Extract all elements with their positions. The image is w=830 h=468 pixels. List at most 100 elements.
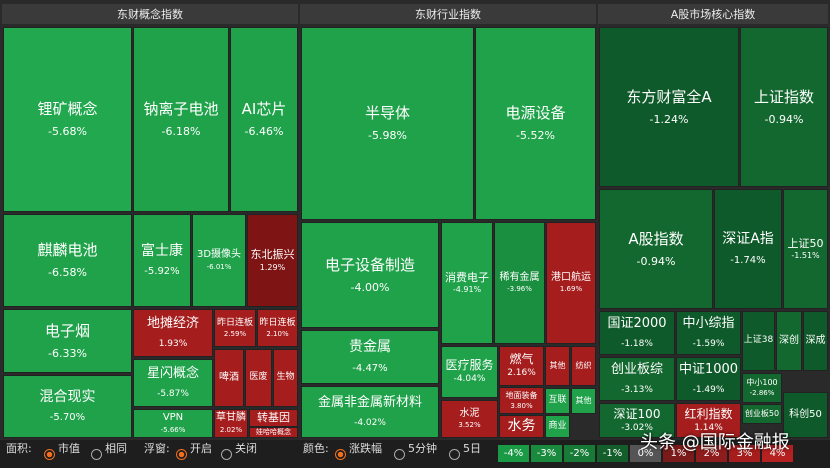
tile[interactable]: 富士康 -5.92% <box>133 214 191 307</box>
tile[interactable]: 贵金属 -4.47% <box>301 330 439 384</box>
tile-name: AI芯片 <box>241 100 287 119</box>
tile-name: 转基因 <box>257 411 290 425</box>
tile[interactable]: 红利指数 1.14% <box>676 403 741 438</box>
toolbar-text[interactable]: 相同 <box>105 442 127 455</box>
radio[interactable] <box>176 449 187 460</box>
tile[interactable]: 其他 <box>545 346 570 386</box>
tile[interactable]: VPN -5.66% <box>133 409 213 438</box>
radio[interactable] <box>91 449 102 460</box>
tile[interactable]: 啤酒 <box>214 349 244 407</box>
toolbar: 面积: 市值 相同 浮窗: 开启 关闭 颜色: 涨跌幅 5分钟 5日 -4% -3% -2% -1% 0% 1… <box>0 440 830 468</box>
tile[interactable]: 电子设备制造 -4.00% <box>301 222 439 328</box>
tile-name: 电源设备 <box>505 104 566 123</box>
tile[interactable]: 钠离子电池 -6.18% <box>133 27 229 212</box>
tile[interactable]: 麒麟电池 -6.58% <box>3 214 132 307</box>
tile[interactable]: 电源设备 -5.52% <box>475 27 596 220</box>
tile[interactable]: 深证100 -3.02% <box>599 403 675 438</box>
legend-swatch: -2% <box>564 445 595 462</box>
radio[interactable] <box>221 449 232 460</box>
radio[interactable] <box>44 449 55 460</box>
tile-change: 2.02% <box>219 425 243 434</box>
tile[interactable]: 科创50 <box>783 392 828 438</box>
legend-swatch: 4% <box>762 445 793 462</box>
tile[interactable]: 锂矿概念 -5.68% <box>3 27 132 212</box>
tile[interactable]: 水泥 3.52% <box>441 400 498 438</box>
tile-name: 电子烟 <box>44 321 90 340</box>
tile[interactable]: 地摊经济 1.93% <box>133 309 213 357</box>
tile-name: 国证2000 <box>607 316 667 332</box>
tile[interactable]: 深证A指 -1.74% <box>714 189 782 309</box>
tile-change: 3.52% <box>458 421 481 430</box>
section-header: 东财行业指数 <box>300 4 596 24</box>
tile[interactable]: 混合现实 -5.70% <box>3 375 132 438</box>
radio[interactable] <box>394 449 405 460</box>
tile-name: 水务 <box>507 417 536 434</box>
tile[interactable]: 娃哈哈概念 <box>249 427 298 438</box>
tile-name: 电子设备制造 <box>324 255 415 274</box>
tile[interactable]: 地面装备 3.80% <box>499 387 544 414</box>
tile[interactable]: 电子烟 -6.33% <box>3 309 132 373</box>
tile-name: 昨日连板 <box>259 317 296 328</box>
tile-name: 深成 <box>805 334 826 346</box>
radio[interactable] <box>449 449 460 460</box>
tile-name: 生物 <box>276 372 295 383</box>
tile[interactable]: 星闪概念 -5.87% <box>133 359 213 407</box>
tile[interactable]: 中小100 -2.86% <box>742 373 782 403</box>
tile[interactable]: 互联 <box>545 388 570 414</box>
tile-name: 中小100 <box>746 378 778 388</box>
tile[interactable]: 金属非金属新材料 -4.02% <box>301 386 439 438</box>
tile[interactable]: 深成 <box>803 311 828 371</box>
tile-change: -6.58% <box>48 266 87 279</box>
tile[interactable]: 上证38 <box>742 311 775 371</box>
toolbar-text[interactable]: 市值 <box>58 442 80 455</box>
tile[interactable]: 医废 <box>245 349 272 407</box>
tile[interactable]: 东北振兴 1.29% <box>247 214 298 307</box>
toolbar-text[interactable]: 5日 <box>463 442 481 455</box>
tile-name: 地面装备 <box>505 390 538 400</box>
toolbar-text[interactable]: 涨跌幅 <box>349 442 382 455</box>
tile[interactable]: 纺织 <box>571 346 596 386</box>
tile-name: 东方财富全A <box>626 87 712 106</box>
tile[interactable]: 上证指数 -0.94% <box>740 27 828 187</box>
legend-swatch: 3% <box>729 445 760 462</box>
tile[interactable]: 草甘膦 2.02% <box>214 409 248 438</box>
tile[interactable]: 医疗服务 -4.04% <box>441 346 498 398</box>
tile[interactable]: 商业 <box>545 415 570 438</box>
tile-change: -1.74% <box>730 254 766 266</box>
tile-change: -4.00% <box>350 280 390 294</box>
tile[interactable]: 生物 <box>273 349 298 407</box>
tile[interactable]: 深创 <box>776 311 802 371</box>
tile[interactable]: 3D摄像头 -6.01% <box>192 214 246 307</box>
tile[interactable]: 半导体 -5.98% <box>301 27 474 220</box>
tile[interactable]: 上证50 -1.51% <box>783 189 828 309</box>
tile[interactable]: 其他 <box>571 388 596 414</box>
tile[interactable]: 国证2000 -1.18% <box>599 311 675 355</box>
tile[interactable]: 转基因 <box>249 409 298 427</box>
toolbar-text: 浮窗: <box>144 442 170 455</box>
tile-change: 1.14% <box>694 422 723 433</box>
tile-change: 3.80% <box>510 401 533 410</box>
tile[interactable]: 创业板综 -3.13% <box>599 357 675 401</box>
tile[interactable]: 东方财富全A -1.24% <box>599 27 739 187</box>
tile-name: 稀有金属 <box>499 271 540 283</box>
legend-swatch: 0% <box>630 445 661 462</box>
toolbar-text[interactable]: 5分钟 <box>408 442 437 455</box>
tile[interactable]: 燃气 2.16% <box>499 346 544 386</box>
tile[interactable]: 中小综指 -1.59% <box>676 311 741 355</box>
tile-name: 混合现实 <box>39 388 96 405</box>
toolbar-text[interactable]: 关闭 <box>235 442 257 455</box>
tile[interactable]: 昨日连板 2.59% <box>214 309 256 347</box>
radio[interactable] <box>335 449 346 460</box>
toolbar-text[interactable]: 开启 <box>190 442 212 455</box>
tile-name: 麒麟电池 <box>37 241 98 260</box>
tile[interactable]: 消费电子 -4.91% <box>441 222 493 344</box>
tile[interactable]: 水务 <box>499 415 544 438</box>
tile[interactable]: 创业板50 <box>742 404 782 424</box>
tile[interactable]: AI芯片 -6.46% <box>230 27 298 212</box>
tile[interactable]: 中证1000 -1.49% <box>676 357 741 401</box>
tile[interactable]: 港口航运 1.69% <box>546 222 596 344</box>
tile[interactable]: A股指数 -0.94% <box>599 189 713 309</box>
tile[interactable]: 昨日连板 2.10% <box>257 309 298 347</box>
tile[interactable]: 稀有金属 -3.96% <box>494 222 545 344</box>
